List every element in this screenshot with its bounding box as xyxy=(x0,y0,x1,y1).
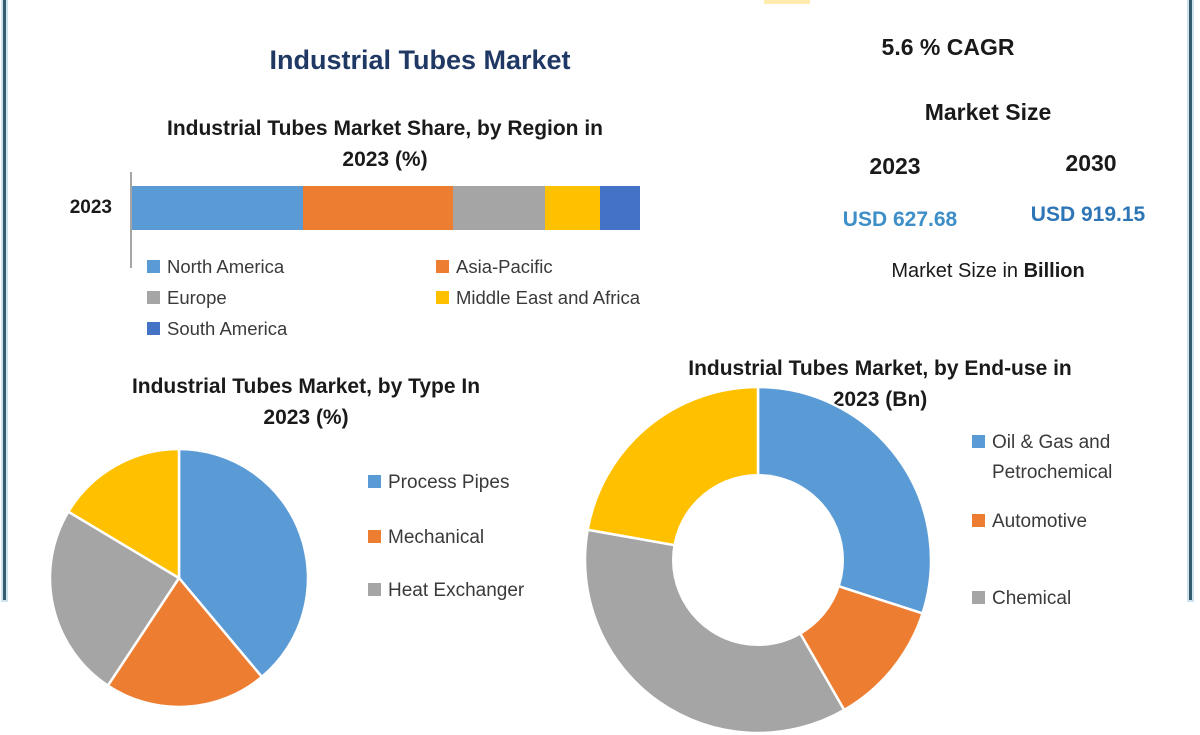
top-edge-yellow-dash xyxy=(764,0,810,4)
region-chart-y-axis-line xyxy=(130,172,132,268)
legend-label: Process Pipes xyxy=(388,472,510,493)
automotive-swatch-icon xyxy=(972,514,985,527)
type-legend: Process Pipes Mechanical Heat Exchanger xyxy=(368,0,588,601)
legend-item-middle-east-and-africa: Middle East and Africa xyxy=(436,288,640,308)
legend-item-oil-gas-and-petrochemical: Oil & Gas and Petrochemical xyxy=(972,428,1152,488)
unit-note-bold: Billion xyxy=(1023,260,1085,282)
frame-border-left xyxy=(3,0,6,600)
legend-label: Mechanical xyxy=(388,527,485,548)
type-chart-title-line1: Industrial Tubes Market, by Type In xyxy=(131,375,481,398)
europe-swatch-icon xyxy=(147,291,160,304)
page-title: Industrial Tubes Market xyxy=(269,45,571,75)
legend-label: Heat Exchanger xyxy=(388,580,525,601)
legend-item-heat-exchanger: Heat Exchanger xyxy=(368,576,524,606)
legend-label: Oil & Gas and Petrochemical xyxy=(992,432,1113,483)
heat-exchanger-swatch-icon xyxy=(368,583,381,596)
bar-segment-south-america xyxy=(599,186,640,230)
legend-label: Middle East and Africa xyxy=(456,287,641,308)
market-size-value-end: USD 919.15 xyxy=(1030,203,1146,226)
legend-label: Chemical xyxy=(992,588,1072,609)
type-pie-chart xyxy=(48,447,310,709)
unit-note-prefix: Market Size in xyxy=(891,260,1024,282)
legend-item-automotive: Automotive xyxy=(972,507,1152,537)
legend-label: Europe xyxy=(167,287,227,308)
enduse-chart-title: Industrial Tubes Market, by End-use in 2… xyxy=(630,353,1130,415)
region-stacked-bar xyxy=(132,186,640,230)
type-chart-title-line2: 2023 (%) xyxy=(263,406,349,429)
enduse-donut-chart xyxy=(583,385,933,735)
pie-slice-unlabeled xyxy=(67,447,181,580)
legend-item-south-america: South America xyxy=(147,319,287,339)
region-legend-column-1: North America Europe South America xyxy=(147,257,287,339)
enduse-chart-title-line1: Industrial Tubes Market, by End-use in xyxy=(688,357,1072,380)
legend-label: South America xyxy=(167,318,288,339)
bar-segment-middle-east-and-africa xyxy=(544,186,600,230)
type-chart-title: Industrial Tubes Market, by Type In 2023… xyxy=(56,371,556,433)
infographic-root: { "page": { "main_title": "Industrial Tu… xyxy=(3,0,1192,733)
legend-item-process-pipes: Process Pipes xyxy=(368,468,509,498)
region-chart-title: Industrial Tubes Market Share, by Region… xyxy=(135,113,635,175)
cagr-value: 5.6 % CAGR xyxy=(881,34,1015,60)
chemical-swatch-icon xyxy=(972,591,985,604)
legend-item-chemical: Chemical xyxy=(972,584,1152,614)
enduse-legend: Oil & Gas and Petrochemical Automotive Che… xyxy=(972,0,1187,609)
market-size-value-start: USD 627.68 xyxy=(842,208,958,231)
region-chart-title-line1: Industrial Tubes Market Share, by Region… xyxy=(166,117,604,140)
region-chart-category-label: 2023 xyxy=(69,197,112,218)
legend-item-europe: Europe xyxy=(147,288,287,308)
process-pipes-swatch-icon xyxy=(368,475,381,488)
donut-hole xyxy=(672,474,844,646)
mechanical-swatch-icon xyxy=(368,530,381,543)
region-legend-column-2: Asia-Pacific Middle East and Africa xyxy=(436,257,640,308)
legend-item-north-america: North America xyxy=(147,257,287,277)
north-america-swatch-icon xyxy=(147,260,160,273)
oil-gas-and-petrochemical-swatch-icon xyxy=(972,435,985,448)
frame-border-right xyxy=(1189,0,1192,600)
asia-pacific-swatch-icon xyxy=(436,260,449,273)
legend-label: North America xyxy=(167,256,285,277)
enduse-chart-title-line2: 2023 (Bn) xyxy=(832,388,928,411)
market-size-unit-note: Market Size in Billion xyxy=(858,260,1118,283)
middle-east-and-africa-swatch-icon xyxy=(436,291,449,304)
region-chart-title-line2: 2023 (%) xyxy=(342,148,428,171)
market-size-label: Market Size xyxy=(924,99,1052,125)
market-size-year-start: 2023 xyxy=(869,153,921,179)
south-america-swatch-icon xyxy=(147,322,160,335)
bar-segment-north-america xyxy=(132,186,304,230)
legend-item-asia-pacific: Asia-Pacific xyxy=(436,257,640,277)
market-size-year-end: 2030 xyxy=(1065,150,1117,176)
bar-segment-europe xyxy=(452,186,545,230)
legend-label: Automotive xyxy=(992,511,1088,532)
legend-label: Asia-Pacific xyxy=(456,256,553,277)
bar-segment-asia-pacific xyxy=(303,186,453,230)
legend-item-mechanical: Mechanical xyxy=(368,523,484,553)
